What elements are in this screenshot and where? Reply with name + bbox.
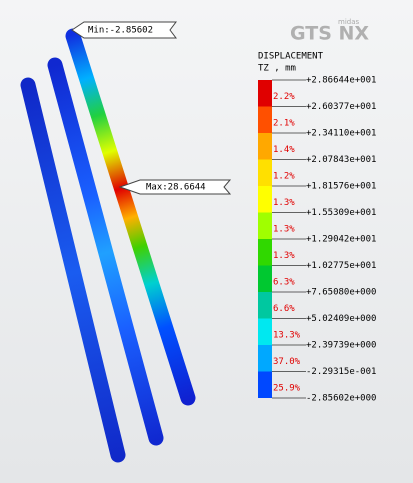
legend-percent: 6.6% [273,304,295,314]
legend-band [258,107,272,134]
legend: 2.2% 2.1% 1.4% 1.2% 1.3% 1.3% 1.3% 6.3% 6.6% 13.3… [258,76,376,404]
legend-level: +2.34110e+001 [306,129,376,139]
legend-band [258,345,272,372]
legend-percent: 2.1% [273,118,295,128]
legend-percent: 1.3% [273,198,295,208]
legend-level: +1.29042e+001 [306,235,376,245]
legend-percent: 6.3% [273,277,295,287]
screen: Min:-2.85602 Max:28.6644 midas GTS NX DI… [0,0,413,483]
legend-level: -2.85602e+000 [306,394,376,404]
min-label: Min:-2.85602 [88,26,153,36]
legend-band [258,160,272,187]
legend-band [258,239,272,266]
legend-band [258,372,272,399]
legend-level: +2.86644e+001 [306,76,376,86]
legend-level: +5.02409e+000 [306,314,376,324]
legend-level: +2.60377e+001 [306,102,376,112]
legend-subtitle: TZ , mm [258,64,296,74]
legend-band [258,292,272,319]
legend-band [258,213,272,240]
legend-level: +7.65080e+000 [306,288,376,298]
legend-band [258,80,272,107]
legend-level: +1.81576e+001 [306,182,376,192]
max-label: Max:28.6644 [146,183,206,193]
legend-band [258,186,272,213]
legend-level: +1.02775e+001 [306,261,376,271]
legend-percent: 1.3% [273,251,295,261]
legend-level: +2.07843e+001 [306,155,376,165]
logo-product: GTS NX [290,23,369,45]
viewport: Min:-2.85602 Max:28.6644 midas GTS NX DI… [0,0,413,483]
legend-percent: 1.3% [273,224,295,234]
legend-title: DISPLACEMENT [258,52,324,62]
legend-percent: 25.9% [273,383,301,393]
legend-percent: 37.0% [273,357,301,367]
legend-percent: 13.3% [273,330,301,340]
legend-band [258,319,272,346]
legend-percent: 1.2% [273,171,295,181]
legend-band [258,266,272,293]
legend-percent: 1.4% [273,145,295,155]
legend-band [258,133,272,160]
legend-level: -2.29315e-001 [306,367,376,377]
legend-level: +2.39739e+000 [306,341,376,351]
legend-percent: 2.2% [273,92,295,102]
legend-level: +1.55309e+001 [306,208,376,218]
